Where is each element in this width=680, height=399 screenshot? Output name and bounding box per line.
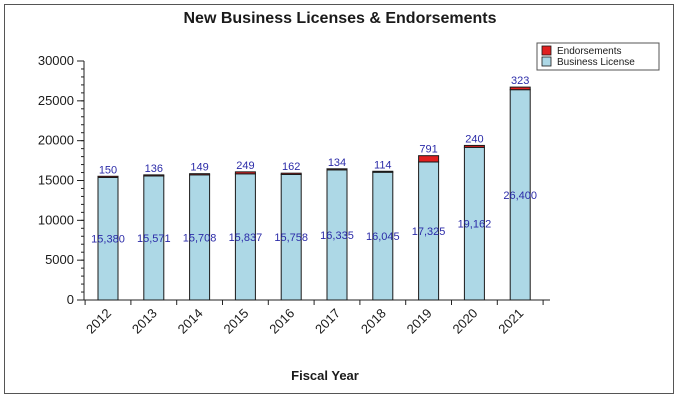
data-label-business-license: 19,162 [458, 219, 492, 231]
x-tick-label: 2017 [312, 306, 343, 337]
x-tick-label: 2013 [129, 306, 160, 337]
bar-endorsements [419, 156, 439, 162]
bar-endorsements [98, 176, 118, 177]
y-tick-label: 10000 [38, 212, 74, 227]
legend-swatch [542, 57, 551, 66]
data-label-business-license: 15,758 [274, 232, 308, 244]
x-tick-label: 2020 [449, 306, 480, 337]
data-label-endorsements: 323 [511, 75, 529, 87]
y-tick-label: 0 [67, 292, 74, 307]
data-label-endorsements: 240 [465, 133, 483, 145]
data-label-endorsements: 791 [419, 144, 437, 156]
data-label-business-license: 26,400 [503, 190, 537, 202]
data-label-business-license: 16,335 [320, 230, 354, 242]
bar-endorsements [464, 145, 484, 147]
y-tick-label: 30000 [38, 53, 74, 68]
x-tick-label: 2021 [495, 306, 526, 337]
x-tick-label: 2019 [404, 306, 435, 337]
data-label-endorsements: 136 [145, 163, 163, 175]
data-label-business-license: 17,325 [412, 226, 446, 238]
x-tick-label: 2016 [266, 306, 297, 337]
bar-endorsements [235, 172, 255, 174]
data-label-endorsements: 114 [374, 159, 392, 171]
y-tick-label: 20000 [38, 133, 74, 148]
data-label-endorsements: 162 [282, 161, 300, 173]
x-tick-label: 2018 [358, 306, 389, 337]
data-label-business-license: 15,571 [137, 233, 171, 245]
data-label-endorsements: 149 [190, 162, 208, 174]
bar-endorsements [190, 174, 210, 175]
y-tick-label: 15000 [38, 173, 74, 188]
data-label-endorsements: 134 [328, 157, 346, 169]
data-label-business-license: 15,837 [229, 232, 263, 244]
bar-endorsements [373, 171, 393, 172]
data-label-business-license: 15,380 [91, 234, 125, 246]
x-tick-label: 2015 [220, 306, 251, 337]
legend-label: Business License [557, 57, 635, 68]
legend-swatch [542, 46, 551, 55]
bar-endorsements [281, 173, 301, 174]
data-label-business-license: 15,708 [183, 232, 217, 244]
x-tick-label: 2014 [175, 306, 206, 337]
y-tick-label: 5000 [45, 252, 74, 267]
data-label-endorsements: 249 [236, 160, 254, 172]
bar-endorsements [327, 169, 347, 170]
bar-endorsements [510, 87, 530, 90]
data-label-business-license: 16,045 [366, 231, 400, 243]
data-label-endorsements: 150 [99, 164, 117, 176]
bar-endorsements [144, 175, 164, 176]
x-tick-label: 2012 [83, 306, 114, 337]
y-tick-label: 25000 [38, 93, 74, 108]
legend-label: Endorsements [557, 46, 621, 57]
